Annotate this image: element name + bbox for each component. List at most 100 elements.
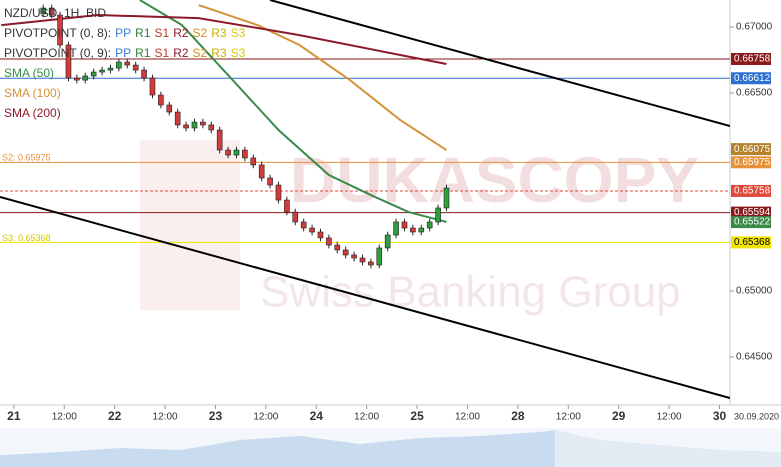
level-annotation: S2: 0.65975 xyxy=(2,153,51,163)
legend-entry: SMA (100) xyxy=(4,86,61,100)
candle-body xyxy=(267,177,273,186)
date-label: 30.09.2020 xyxy=(734,411,779,421)
candle-body xyxy=(82,75,89,81)
candle-body xyxy=(166,104,173,113)
x-tick-label: 30 xyxy=(713,409,727,423)
candle-body xyxy=(40,7,47,15)
x-tick-label: 12:00 xyxy=(253,412,278,423)
x-tick-label: 21 xyxy=(7,409,21,423)
legend-entry: SMA (200) xyxy=(4,106,61,120)
legend-part: PP xyxy=(115,26,131,40)
candle-body xyxy=(132,64,139,71)
candle-body xyxy=(410,227,416,233)
candle-body xyxy=(275,184,282,201)
candle-body xyxy=(90,71,97,77)
x-tick-label: 12:00 xyxy=(153,412,178,423)
candle-body xyxy=(426,221,433,229)
candle-body xyxy=(435,207,441,223)
legend-part: R2 xyxy=(173,46,189,60)
legend-part: R2 xyxy=(173,26,189,40)
candle-body xyxy=(116,61,122,69)
candle-body xyxy=(124,61,131,66)
legend-part: S2 xyxy=(193,46,208,60)
legend-part: S3 xyxy=(231,26,246,40)
x-tick-label: 12:00 xyxy=(354,412,379,423)
candle-body xyxy=(74,77,80,81)
candle-body xyxy=(107,67,114,71)
price-badge xyxy=(731,52,771,65)
trendline xyxy=(269,0,730,127)
legend-part: PP xyxy=(115,46,131,60)
price-badge xyxy=(731,143,771,156)
candle-body xyxy=(57,14,63,46)
watermark: Swiss Banking Group xyxy=(260,268,681,317)
candle-body xyxy=(183,124,189,129)
x-tick-label: 25 xyxy=(410,409,424,423)
navigator-area xyxy=(555,430,781,467)
candle-body xyxy=(326,237,332,246)
sma-line xyxy=(1,14,447,65)
price-badge-label: 0.65594 xyxy=(734,207,771,218)
candle-body xyxy=(233,149,240,156)
price-badge-label: 0.66758 xyxy=(734,54,771,65)
candle-body xyxy=(225,149,231,156)
watermark: DUKASCOPY xyxy=(290,144,699,216)
candle-body xyxy=(376,247,383,266)
candle-body xyxy=(65,44,72,79)
candle-body xyxy=(99,69,105,73)
candle-body xyxy=(284,199,290,213)
price-badge-label: 0.66075 xyxy=(734,144,771,155)
legend-part: S1 xyxy=(155,46,170,60)
candle-body xyxy=(443,187,450,209)
x-tick-label: 24 xyxy=(310,409,324,423)
x-tick-label: 28 xyxy=(511,409,525,423)
x-tick-label: 29 xyxy=(612,409,626,423)
x-tick-label: 12:00 xyxy=(556,412,581,423)
price-badge xyxy=(731,156,771,169)
candle-body xyxy=(334,244,341,251)
legend-part: S2 xyxy=(193,26,208,40)
watermark-logo xyxy=(140,140,240,310)
candle-body xyxy=(208,124,215,131)
candle-body xyxy=(191,121,198,129)
legend-part: R3 xyxy=(211,46,227,60)
indicator-legend: PIVOTPOINT (0, 9): PP R1 S1 R2 S2 R3 S3 xyxy=(4,46,246,60)
candle-body xyxy=(309,227,315,233)
candle-body xyxy=(258,164,265,179)
candle-body xyxy=(300,221,307,229)
price-badge xyxy=(731,236,771,249)
legend-part: R1 xyxy=(135,26,151,40)
sma-line xyxy=(198,4,448,151)
candle-body xyxy=(250,157,257,166)
legend-part: S3 xyxy=(231,46,246,60)
price-badge-label: 0.65522 xyxy=(734,217,771,228)
candle-body xyxy=(393,221,399,236)
legend-entry: SMA (50) xyxy=(4,66,54,80)
price-badge-label: 0.65758 xyxy=(734,186,771,197)
y-tick-label: 0.64500 xyxy=(736,352,773,363)
x-tick-label: 22 xyxy=(108,409,122,423)
navigator-area xyxy=(0,430,555,467)
legend-part: PIVOTPOINT (0, 9): xyxy=(4,46,111,60)
x-tick-label: 23 xyxy=(209,409,223,423)
legend-part: R3 xyxy=(211,26,227,40)
candle-body xyxy=(351,254,357,259)
candle-body xyxy=(141,69,147,79)
candle-body xyxy=(292,211,299,223)
candle-body xyxy=(48,7,55,16)
y-tick-label: 0.67000 xyxy=(736,22,773,33)
indicator-legend: PIVOTPOINT (0, 8): PP R1 S1 R2 S2 R3 S3 xyxy=(4,26,246,40)
legend-title: NZD/USD, 1H, BID xyxy=(4,6,106,20)
candle-body xyxy=(384,234,391,249)
x-tick-label: 12:00 xyxy=(657,412,682,423)
candle-body xyxy=(342,249,349,256)
x-tick-label: 12:00 xyxy=(52,412,77,423)
candle-body xyxy=(216,129,223,151)
price-badge-label: 0.65368 xyxy=(734,237,771,248)
candle-body xyxy=(242,149,248,159)
trendline xyxy=(0,196,730,399)
price-badge-label: 0.66612 xyxy=(734,73,771,84)
candle-body xyxy=(174,111,181,126)
